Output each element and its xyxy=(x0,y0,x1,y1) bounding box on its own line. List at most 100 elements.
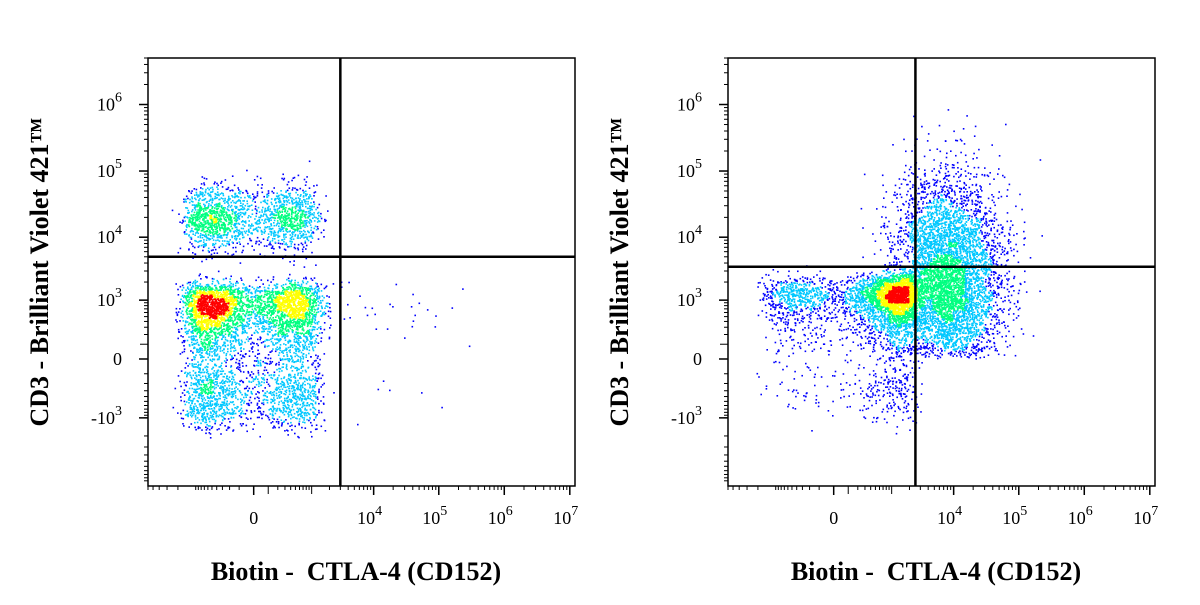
event-dot xyxy=(222,192,224,195)
event-dot xyxy=(253,342,255,345)
event-dot xyxy=(266,216,268,218)
event-dot xyxy=(246,321,248,324)
event-dot xyxy=(272,320,274,323)
event-dot xyxy=(289,344,292,346)
event-dot xyxy=(176,313,179,315)
event-dot xyxy=(227,206,229,208)
event-dot xyxy=(220,227,223,229)
event-dot xyxy=(395,283,398,286)
event-dot xyxy=(242,212,245,215)
event-dot xyxy=(193,246,196,249)
event-dot xyxy=(188,293,190,295)
event-dot xyxy=(201,176,204,178)
event-dot xyxy=(267,290,269,293)
event-dot xyxy=(314,225,317,228)
event-dot xyxy=(246,209,248,211)
event-dot xyxy=(244,289,246,292)
event-dot xyxy=(207,356,209,359)
event-dot xyxy=(218,289,221,291)
event-dot xyxy=(191,331,194,334)
event-dot xyxy=(272,343,274,346)
event-dot xyxy=(285,196,288,199)
event-dot xyxy=(224,207,226,209)
event-dot xyxy=(307,217,309,219)
event-dot xyxy=(253,378,256,381)
event-dot xyxy=(218,213,220,215)
event-dot xyxy=(321,307,323,310)
event-dot xyxy=(244,212,247,215)
event-dot xyxy=(313,306,315,308)
event-dot xyxy=(302,377,305,380)
event-dot xyxy=(258,307,261,310)
event-dot xyxy=(235,340,237,343)
event-dot xyxy=(222,208,225,210)
event-dot xyxy=(235,239,237,241)
event-dot xyxy=(197,410,200,413)
event-dot xyxy=(263,362,266,364)
event-dot xyxy=(221,349,224,352)
event-dot xyxy=(311,292,313,295)
event-dot xyxy=(280,410,282,413)
event-dot xyxy=(323,287,326,290)
event-dot xyxy=(277,333,280,335)
event-dot xyxy=(302,225,304,228)
event-dot xyxy=(299,218,302,220)
event-dot xyxy=(267,237,269,239)
event-dot xyxy=(291,346,294,349)
event-dot xyxy=(194,204,196,207)
event-dot xyxy=(289,327,292,330)
event-dot xyxy=(268,284,270,287)
event-dot xyxy=(262,377,265,379)
event-dot xyxy=(206,338,209,340)
event-dot xyxy=(206,413,209,416)
event-dot xyxy=(310,241,312,243)
event-dot xyxy=(312,413,315,415)
event-dot xyxy=(216,211,219,213)
event-dot xyxy=(223,284,226,286)
event-dot xyxy=(180,370,183,372)
event-dot xyxy=(230,391,233,394)
event-dot xyxy=(213,243,216,246)
event-dot xyxy=(213,235,215,238)
event-dot xyxy=(251,296,253,298)
event-dot xyxy=(227,285,229,288)
event-dot xyxy=(287,395,289,398)
event-dot xyxy=(198,403,201,406)
event-dot xyxy=(227,216,229,219)
event-dot xyxy=(299,372,302,374)
event-dot xyxy=(223,223,225,226)
event-dot xyxy=(317,365,320,367)
event-dot xyxy=(295,337,298,340)
event-dot xyxy=(254,292,257,294)
event-dot xyxy=(278,210,281,213)
event-dot xyxy=(238,302,241,305)
event-dot xyxy=(272,276,275,278)
event-dot xyxy=(285,379,288,381)
event-dot xyxy=(273,208,276,211)
event-dot xyxy=(451,307,454,309)
event-dot xyxy=(265,414,267,417)
event-dot xyxy=(282,407,284,409)
event-dot xyxy=(246,394,249,396)
event-dot xyxy=(309,332,311,334)
event-dot xyxy=(263,195,265,198)
event-dot xyxy=(263,228,266,231)
event-dot xyxy=(214,392,216,395)
event-dot xyxy=(268,339,270,341)
event-dot xyxy=(296,360,298,362)
event-dot xyxy=(231,319,233,321)
event-dot xyxy=(234,205,236,208)
event-dot xyxy=(215,286,217,289)
event-dot xyxy=(250,381,253,383)
event-dot xyxy=(256,191,259,193)
event-dot xyxy=(315,393,317,396)
event-dot xyxy=(294,389,296,391)
event-dot xyxy=(217,282,220,285)
event-dot xyxy=(298,207,301,210)
event-dot xyxy=(240,202,242,204)
event-dot xyxy=(301,328,304,331)
event-dot xyxy=(241,317,243,319)
event-dot xyxy=(222,194,225,197)
event-dot xyxy=(260,294,263,297)
event-dot xyxy=(209,348,212,351)
